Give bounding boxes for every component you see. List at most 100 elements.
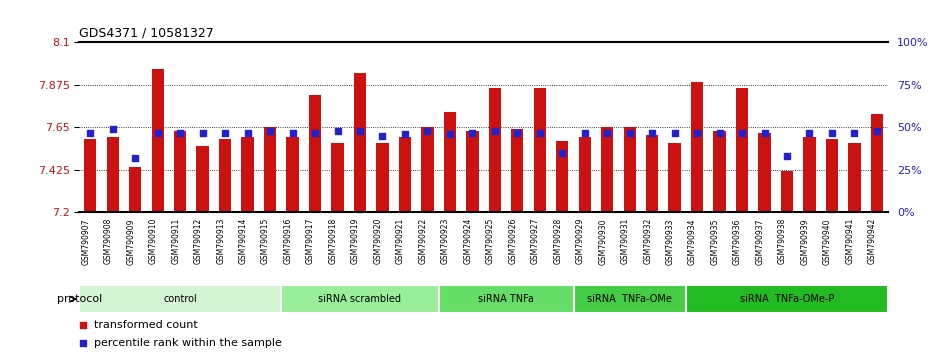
Bar	[669, 143, 681, 212]
Point	[870, 128, 884, 134]
Text: GSM790920: GSM790920	[374, 218, 382, 264]
Bar	[623, 127, 636, 212]
Point	[555, 150, 570, 156]
Bar	[421, 127, 433, 212]
Bar	[646, 135, 658, 212]
Point	[352, 128, 367, 134]
Text: GSM790936: GSM790936	[733, 218, 742, 264]
Point	[825, 130, 840, 135]
Point	[151, 130, 166, 135]
FancyBboxPatch shape	[685, 285, 888, 314]
Bar	[466, 131, 479, 212]
Bar	[848, 143, 860, 212]
Text: GSM790930: GSM790930	[598, 218, 607, 264]
Text: GSM790919: GSM790919	[351, 218, 360, 264]
Point	[443, 131, 458, 137]
Text: GSM790922: GSM790922	[418, 218, 428, 264]
Bar	[174, 131, 186, 212]
Point	[375, 133, 390, 139]
Point	[75, 322, 90, 328]
Point	[420, 128, 435, 134]
Point	[286, 130, 300, 135]
Bar	[713, 131, 725, 212]
Point	[578, 130, 592, 135]
Text: GSM790909: GSM790909	[126, 218, 135, 264]
Point	[712, 130, 727, 135]
Bar	[870, 114, 883, 212]
Text: GSM790929: GSM790929	[576, 218, 585, 264]
Point	[240, 130, 255, 135]
Text: GSM790925: GSM790925	[485, 218, 495, 264]
Text: GDS4371 / 10581327: GDS4371 / 10581327	[79, 27, 214, 40]
Text: GSM790932: GSM790932	[644, 218, 652, 264]
Bar	[129, 167, 141, 212]
Text: siRNA TNFa: siRNA TNFa	[478, 294, 534, 304]
Text: percentile rank within the sample: percentile rank within the sample	[94, 338, 282, 348]
Text: GSM790911: GSM790911	[171, 218, 180, 264]
Point	[465, 130, 480, 135]
Text: GSM790926: GSM790926	[509, 218, 517, 264]
Point	[510, 130, 525, 135]
Point	[644, 130, 659, 135]
Point	[690, 130, 705, 135]
Point	[802, 130, 817, 135]
Bar	[219, 139, 232, 212]
Bar	[399, 137, 411, 212]
Point	[330, 128, 345, 134]
Point	[532, 130, 547, 135]
Point	[105, 126, 120, 132]
Point	[195, 130, 210, 135]
Text: GSM790934: GSM790934	[688, 218, 698, 264]
Bar	[556, 141, 568, 212]
Bar	[107, 137, 119, 212]
Text: protocol: protocol	[57, 294, 101, 304]
Text: GSM790924: GSM790924	[463, 218, 472, 264]
Bar	[377, 143, 389, 212]
Text: GSM790927: GSM790927	[531, 218, 539, 264]
Text: GSM790917: GSM790917	[306, 218, 315, 264]
Bar	[512, 129, 524, 212]
Text: GSM790908: GSM790908	[104, 218, 113, 264]
Point	[487, 128, 502, 134]
Point	[779, 154, 794, 159]
Bar	[152, 69, 164, 212]
Bar	[84, 139, 97, 212]
Point	[218, 130, 232, 135]
Bar	[286, 137, 299, 212]
Bar	[736, 88, 749, 212]
Bar	[309, 95, 321, 212]
Text: GSM790918: GSM790918	[328, 218, 338, 264]
Bar	[353, 73, 366, 212]
Text: GSM790928: GSM790928	[553, 218, 563, 264]
Point	[847, 130, 862, 135]
Text: GSM790913: GSM790913	[216, 218, 225, 264]
Bar	[578, 137, 591, 212]
Text: GSM790916: GSM790916	[284, 218, 293, 264]
Point	[173, 130, 188, 135]
Text: GSM790939: GSM790939	[801, 218, 809, 264]
Bar	[534, 88, 546, 212]
FancyBboxPatch shape	[281, 285, 439, 314]
Point	[308, 130, 323, 135]
Bar	[242, 137, 254, 212]
Text: GSM790941: GSM790941	[845, 218, 855, 264]
Text: transformed count: transformed count	[94, 320, 197, 330]
Bar	[264, 127, 276, 212]
Text: GSM790935: GSM790935	[711, 218, 720, 264]
Text: GSM790933: GSM790933	[666, 218, 674, 264]
Text: GSM790907: GSM790907	[81, 218, 90, 264]
Bar	[488, 88, 501, 212]
Bar	[826, 139, 838, 212]
Text: siRNA scrambled: siRNA scrambled	[318, 294, 402, 304]
Text: GSM790937: GSM790937	[755, 218, 764, 264]
Text: GSM790938: GSM790938	[778, 218, 787, 264]
Point	[757, 130, 772, 135]
Point	[622, 130, 637, 135]
Text: GSM790940: GSM790940	[823, 218, 832, 264]
Text: GSM790931: GSM790931	[620, 218, 630, 264]
Point	[397, 131, 412, 137]
Bar	[331, 143, 344, 212]
Bar	[601, 127, 614, 212]
FancyBboxPatch shape	[439, 285, 574, 314]
Text: GSM790912: GSM790912	[193, 218, 203, 264]
